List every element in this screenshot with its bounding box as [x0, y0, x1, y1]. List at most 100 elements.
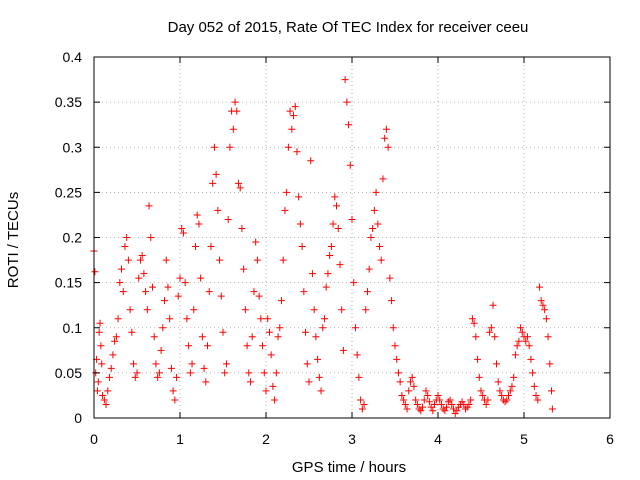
plus-marker: [338, 306, 346, 314]
plus-marker: [505, 391, 513, 399]
data-point: [310, 306, 318, 314]
plus-marker: [484, 396, 492, 404]
plus-marker: [167, 364, 175, 372]
data-point: [190, 306, 198, 314]
plus-marker: [406, 378, 414, 386]
plus-marker: [546, 360, 554, 368]
data-point: [400, 396, 408, 404]
data-point: [470, 319, 478, 327]
data-point: [241, 306, 249, 314]
plus-marker: [269, 382, 277, 390]
data-point: [238, 224, 246, 232]
data-point: [484, 396, 492, 404]
data-point: [295, 193, 303, 201]
plus-marker: [204, 342, 212, 350]
plus-marker: [489, 301, 497, 309]
plus-marker: [126, 306, 134, 314]
plus-marker: [355, 373, 363, 381]
data-point: [496, 387, 504, 395]
data-point: [420, 396, 428, 404]
plus-marker: [523, 333, 531, 341]
data-point: [324, 270, 332, 278]
x-tick-label: 2: [262, 431, 270, 447]
y-tick-label: 0: [74, 410, 82, 426]
plus-marker: [200, 364, 208, 372]
plus-marker: [143, 306, 151, 314]
data-point: [123, 234, 131, 241]
plus-marker: [374, 220, 382, 228]
data-point: [97, 342, 105, 350]
data-point: [164, 283, 172, 291]
data-point: [534, 396, 542, 404]
y-tick-label: 0.2: [63, 230, 83, 246]
plus-marker: [91, 268, 99, 276]
plus-marker: [548, 387, 556, 395]
plus-marker: [136, 256, 144, 264]
x-tick-label: 4: [434, 431, 442, 447]
data-point: [116, 279, 124, 287]
plus-marker: [537, 297, 545, 305]
plus-marker: [166, 315, 174, 323]
data-point: [523, 333, 531, 341]
plus-marker: [111, 337, 119, 345]
data-point: [222, 360, 230, 368]
data-point: [262, 387, 270, 395]
plus-marker: [303, 360, 311, 368]
data-point: [176, 274, 184, 282]
plus-marker: [260, 369, 268, 377]
plus-marker: [290, 112, 298, 120]
data-point: [326, 252, 334, 260]
plus-marker: [362, 306, 370, 314]
plus-marker: [202, 378, 210, 386]
plus-marker: [305, 378, 313, 386]
y-tick-label: 0.05: [55, 365, 82, 381]
plus-marker: [116, 279, 124, 287]
plus-marker: [123, 234, 131, 241]
plus-marker: [99, 391, 107, 399]
plus-marker: [94, 378, 102, 386]
data-point: [207, 243, 215, 251]
plus-marker: [401, 400, 409, 408]
data-point: [94, 378, 102, 386]
data-point: [157, 346, 165, 354]
plus-marker: [98, 360, 106, 368]
data-point: [179, 229, 187, 237]
data-point: [522, 337, 530, 345]
plus-marker: [257, 315, 265, 323]
plus-marker: [210, 143, 218, 151]
data-point: [98, 360, 106, 368]
data-point: [131, 373, 139, 381]
plus-marker: [393, 355, 401, 363]
data-point: [303, 360, 311, 368]
plus-marker: [191, 243, 199, 251]
plus-marker: [121, 243, 129, 251]
data-point: [462, 405, 470, 413]
data-point: [319, 324, 327, 332]
data-point: [143, 306, 151, 314]
data-point: [162, 256, 170, 264]
data-point: [128, 328, 136, 336]
data-point: [403, 405, 411, 413]
plus-marker: [288, 125, 296, 133]
data-point: [112, 333, 120, 341]
data-point: [126, 306, 134, 314]
x-axis-tick-labels: 0 1 2 3 4 5 6: [90, 431, 614, 447]
data-point: [446, 396, 454, 404]
data-point: [333, 202, 341, 210]
data-point: [286, 107, 294, 115]
plus-marker: [475, 373, 483, 381]
plus-marker: [472, 333, 480, 341]
data-point: [202, 378, 210, 386]
plus-marker: [114, 315, 122, 323]
plus-marker: [307, 157, 315, 165]
data-point: [259, 342, 267, 350]
plus-marker: [240, 265, 248, 273]
data-point: [494, 378, 502, 386]
plus-marker: [279, 256, 287, 264]
data-point: [517, 324, 525, 332]
plus-marker: [441, 407, 449, 415]
data-point: [508, 382, 516, 390]
data-point: [231, 98, 239, 106]
plus-marker: [408, 373, 416, 381]
